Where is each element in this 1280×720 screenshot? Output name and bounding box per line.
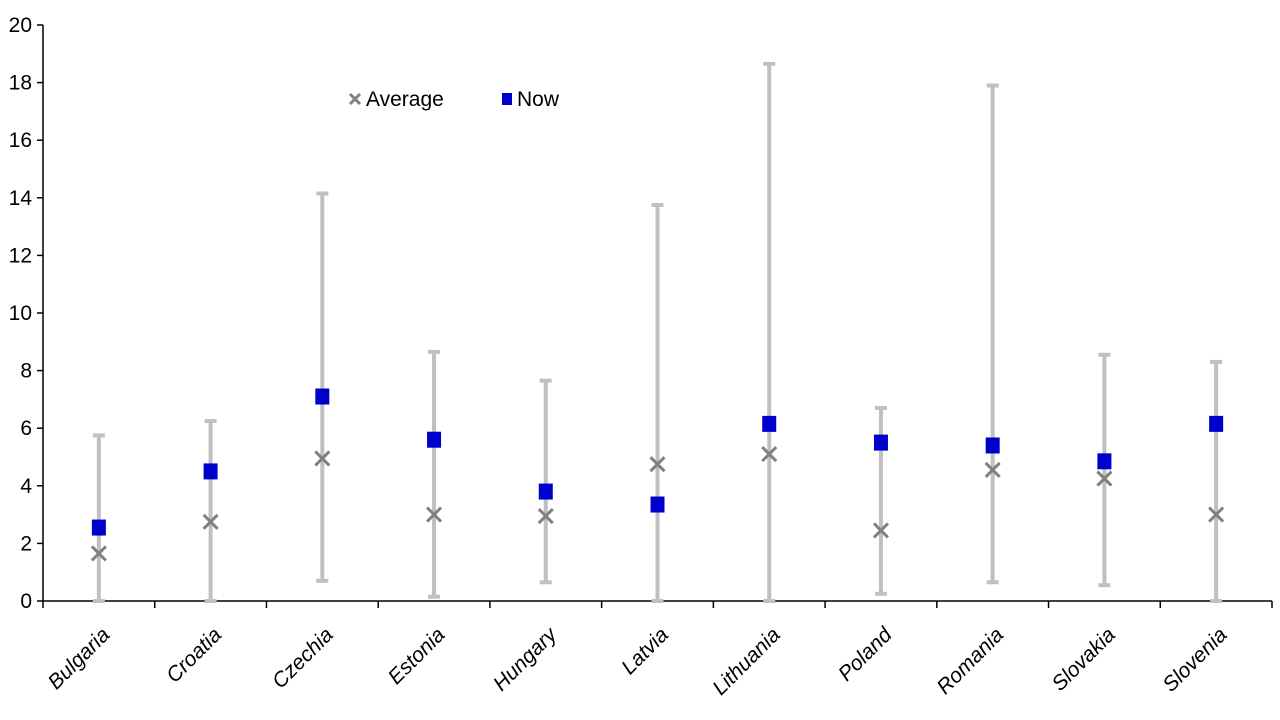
y-tick-label: 4	[20, 475, 32, 498]
y-tick-label: 12	[9, 244, 32, 267]
x-stroke	[649, 456, 666, 473]
x-stroke	[202, 513, 219, 530]
y-tick-label: 20	[9, 14, 32, 37]
x-category-label: Romania	[933, 623, 1009, 699]
range-bar	[986, 83, 999, 585]
x-category-label: Hungary	[489, 622, 562, 695]
markers	[90, 388, 1225, 562]
y-tick-label: 6	[20, 417, 32, 440]
range-bar	[1098, 352, 1111, 588]
now-point	[1209, 415, 1224, 432]
x-category-label: Latvia	[617, 623, 673, 679]
average-point	[537, 507, 554, 525]
now-point	[985, 437, 1000, 454]
x-stroke	[314, 450, 331, 467]
x-stroke	[90, 545, 107, 562]
average-point	[202, 513, 219, 530]
now-point	[1097, 453, 1112, 470]
now-point	[91, 519, 106, 536]
range-bar	[316, 191, 329, 583]
x-category-label: Czechia	[268, 623, 338, 693]
x-stroke	[537, 507, 554, 525]
average-point	[90, 545, 107, 562]
x-stroke	[872, 522, 890, 539]
y-tick-label: 14	[9, 187, 33, 210]
x-stroke	[1208, 506, 1225, 523]
x-category-label: Croatia	[162, 623, 226, 687]
range-bars	[92, 61, 1223, 603]
x-stroke	[348, 92, 362, 106]
average-point	[872, 522, 890, 539]
average-point	[314, 450, 331, 467]
now-point	[203, 463, 218, 480]
x-stroke	[425, 506, 443, 523]
x-category-label: Poland	[834, 622, 897, 685]
legend-label: Now	[517, 88, 560, 111]
legend-label: Average	[366, 88, 444, 111]
now-point	[538, 483, 553, 500]
y-tick-label: 16	[9, 129, 32, 152]
average-point	[425, 506, 443, 523]
y-tick-label: 2	[20, 532, 32, 555]
legend-marker	[502, 93, 512, 105]
x-category-label: Slovenia	[1158, 623, 1231, 696]
now-point	[650, 496, 665, 513]
range-bar	[1210, 359, 1223, 603]
now-point	[427, 431, 442, 448]
y-tick-label: 18	[9, 72, 32, 95]
x-category-label: Lithuania	[708, 623, 785, 700]
range-bar	[651, 203, 664, 603]
range-bar	[763, 61, 776, 603]
range-bar	[204, 419, 217, 603]
range-bar	[92, 433, 105, 603]
x-stroke	[984, 461, 1001, 479]
average-point	[1096, 470, 1113, 487]
legend-item: Now	[502, 88, 560, 111]
average-point	[1208, 506, 1225, 523]
now-point	[873, 434, 888, 451]
average-point	[649, 456, 666, 473]
now-point	[315, 388, 330, 405]
y-tick-label: 8	[20, 360, 32, 383]
x-stroke	[1096, 470, 1113, 487]
legend: Average Now	[348, 88, 560, 111]
x-stroke	[761, 446, 778, 463]
axes: 0 2 4 6 8 10 12 14 16 18 20 Bulgaria Croatia Czechia E…	[9, 14, 1273, 700]
y-tick-label: 10	[9, 302, 32, 325]
range-bar	[428, 349, 441, 599]
range-bar	[539, 378, 552, 585]
y-tick-label: 0	[20, 590, 32, 613]
legend-item: Average	[348, 88, 444, 111]
x-category-label: Slovakia	[1048, 623, 1120, 695]
x-category-label: Bulgaria	[44, 623, 115, 694]
average-point	[984, 461, 1001, 479]
average-point	[761, 446, 778, 463]
now-point	[762, 415, 777, 432]
x-category-label: Estonia	[384, 623, 450, 689]
legend-marker	[348, 92, 362, 106]
